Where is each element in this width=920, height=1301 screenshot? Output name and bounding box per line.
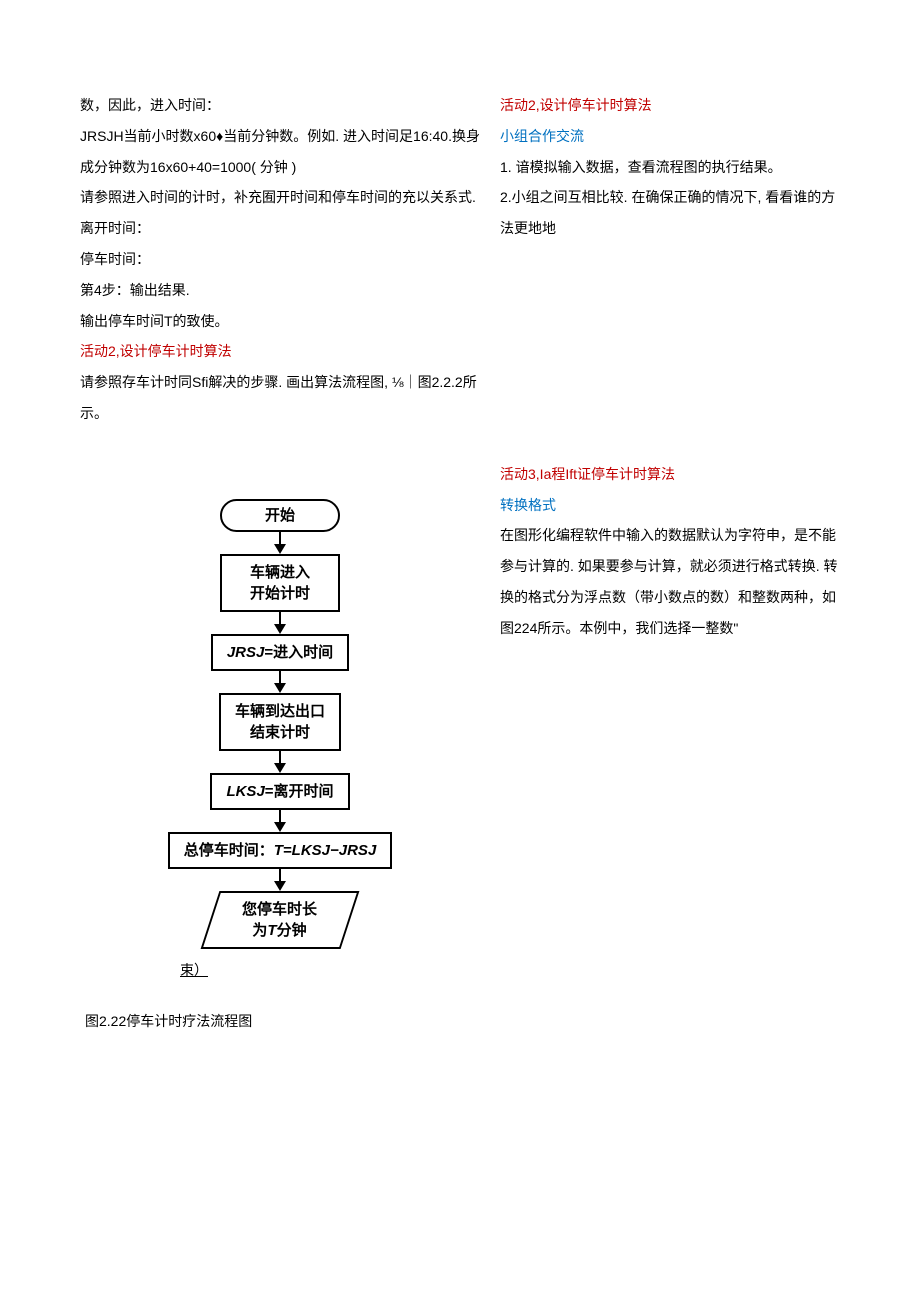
flowchart-connector bbox=[279, 869, 281, 881]
bottom-section: 开始 车辆进入 开始计时 JRSJ=进入时间 车辆到达出口 结束计时 LKSJ=… bbox=[80, 459, 840, 1037]
text-paragraph: 在图形化编程软件中输入的数据默认为字符申，是不能参与计算的. 如果要参与计算，就… bbox=[500, 520, 840, 643]
text-line: 请参照存车计时同Sfi解决的步骤. 画出算法流程图, ⅛｜图2.2.2所示。 bbox=[80, 367, 480, 429]
node-var: LKSJ bbox=[226, 783, 264, 800]
node-text: =进入时间 bbox=[264, 644, 333, 661]
node-text: 分钟 bbox=[277, 922, 307, 939]
node-text: 总停车时间： bbox=[184, 842, 274, 859]
flowchart-process-node: LKSJ=离开时间 bbox=[210, 773, 349, 810]
node-text: 车辆到达出口 bbox=[235, 703, 325, 720]
node-text: 开始计时 bbox=[250, 585, 310, 602]
flowchart-arrow-icon bbox=[274, 683, 286, 693]
flowchart-output-node: 您停车时长 为T分钟 bbox=[201, 891, 360, 949]
flowchart-column: 开始 车辆进入 开始计时 JRSJ=进入时间 车辆到达出口 结束计时 LKSJ=… bbox=[80, 459, 480, 1037]
flowchart-process-node: JRSJ=进入时间 bbox=[211, 634, 349, 671]
text-line: JRSJH当前小时数x60♦当前分钟数。例如. 进入时间足16:40.换身成分钟… bbox=[80, 121, 480, 183]
flowchart-connector bbox=[279, 751, 281, 763]
flowchart-connector bbox=[279, 612, 281, 624]
node-text: =离开时间 bbox=[265, 783, 334, 800]
flowchart-end-label: 束） bbox=[180, 955, 208, 986]
group-discussion-title: 小组合作交流 bbox=[500, 121, 840, 152]
convert-format-title: 转换格式 bbox=[500, 490, 840, 521]
right-column: 活动2,设计停车计时算法 小组合作交流 1. 谙模拟输入数据，查看流程图的执行结… bbox=[500, 90, 840, 429]
activity-3-title: 活动3,Ia程Ift证停车计时算法 bbox=[500, 459, 840, 490]
text-line: 请参照进入时间的计时，补充囿开时间和停车时间的充以关系式. bbox=[80, 182, 480, 213]
node-text: 车辆进入 bbox=[250, 564, 310, 581]
flowchart-arrow-icon bbox=[274, 763, 286, 773]
flowchart-connector bbox=[279, 532, 281, 544]
text-line: 停车时间： bbox=[80, 244, 480, 275]
activity-2-title-left: 活动2,设计停车计时算法 bbox=[80, 336, 480, 367]
flowchart-arrow-icon bbox=[274, 881, 286, 891]
flowchart-caption: 图2.22停车计时疗法流程图 bbox=[85, 1006, 480, 1037]
parking-flowchart: 开始 车辆进入 开始计时 JRSJ=进入时间 车辆到达出口 结束计时 LKSJ=… bbox=[80, 499, 480, 986]
node-text: 您停车时长 bbox=[242, 901, 317, 918]
node-formula: T=LKSJ−JRSJ bbox=[274, 842, 377, 859]
flowchart-process-node: 总停车时间：T=LKSJ−JRSJ bbox=[168, 832, 393, 869]
node-var: JRSJ bbox=[227, 644, 265, 661]
text-line: 输出停车时间T的致使。 bbox=[80, 306, 480, 337]
node-text: 为 bbox=[253, 922, 268, 939]
activity-2-title-right: 活动2,设计停车计时算法 bbox=[500, 90, 840, 121]
text-line: 离开时间： bbox=[80, 213, 480, 244]
node-text: 结束计时 bbox=[250, 724, 310, 741]
flowchart-process-node: 车辆进入 开始计时 bbox=[220, 554, 340, 612]
text-line: 1. 谙模拟输入数据，查看流程图的执行结果。 bbox=[500, 152, 840, 183]
text-line: 数，因此，进入时间： bbox=[80, 90, 480, 121]
text-line: 2.小组之间互相比较. 在确保正确的情况下, 看看谁的方法更地地 bbox=[500, 182, 840, 244]
flowchart-start-node: 开始 bbox=[220, 499, 340, 532]
flowchart-connector bbox=[279, 671, 281, 683]
top-section: 数，因此，进入时间： JRSJH当前小时数x60♦当前分钟数。例如. 进入时间足… bbox=[80, 90, 840, 429]
text-line: 第4步：输出结果. bbox=[80, 275, 480, 306]
flowchart-arrow-icon bbox=[274, 822, 286, 832]
right-column-bottom: 活动3,Ia程Ift证停车计时算法 转换格式 在图形化编程软件中输入的数据默认为… bbox=[500, 459, 840, 1037]
flowchart-process-node: 车辆到达出口 结束计时 bbox=[219, 693, 341, 751]
left-column: 数，因此，进入时间： JRSJH当前小时数x60♦当前分钟数。例如. 进入时间足… bbox=[80, 90, 480, 429]
flowchart-connector bbox=[279, 810, 281, 822]
flowchart-arrow-icon bbox=[274, 624, 286, 634]
flowchart-arrow-icon bbox=[274, 544, 286, 554]
